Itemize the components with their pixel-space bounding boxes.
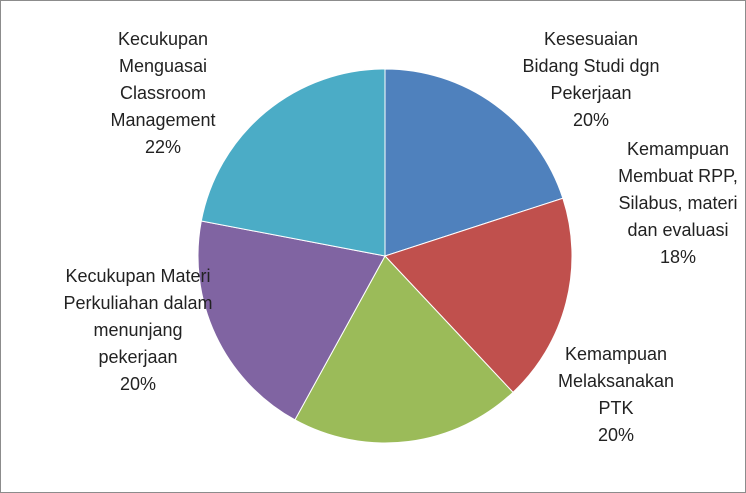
value-label: 20%: [119, 374, 157, 394]
value-label: 18%: [659, 247, 697, 267]
category-label: Kemampuan Membuat RPP, Silabus, materi d…: [618, 139, 738, 240]
value-label: 20%: [572, 110, 610, 130]
slice-label: Kecukupan Materi Perkuliahan dalam menun…: [63, 263, 213, 398]
pie-slice: [384, 68, 564, 257]
slice-label: Kesesuaian Bidang Studi dgn Pekerjaan 20%: [521, 26, 661, 134]
slice-label: Kemampuan Membuat RPP, Silabus, materi d…: [613, 136, 743, 271]
pie-slice: [197, 220, 386, 421]
value-label: 22%: [144, 137, 182, 157]
category-label: Kesesuaian Bidang Studi dgn Pekerjaan: [522, 29, 660, 103]
value-label: 20%: [597, 425, 635, 445]
category-label: Kemampuan Melaksanakan PTK: [557, 344, 675, 418]
slice-label: Kecukupan Menguasai Classroom Management…: [93, 26, 233, 161]
category-label: Kecukupan Materi Perkuliahan dalam menun…: [63, 266, 213, 367]
pie-slice: [294, 255, 514, 444]
pie-slice: [384, 197, 573, 394]
slice-label: Kemampuan Melaksanakan PTK 20%: [546, 341, 686, 449]
category-label: Kecukupan Menguasai Classroom Management: [110, 29, 216, 130]
pie-slice: [200, 68, 386, 257]
